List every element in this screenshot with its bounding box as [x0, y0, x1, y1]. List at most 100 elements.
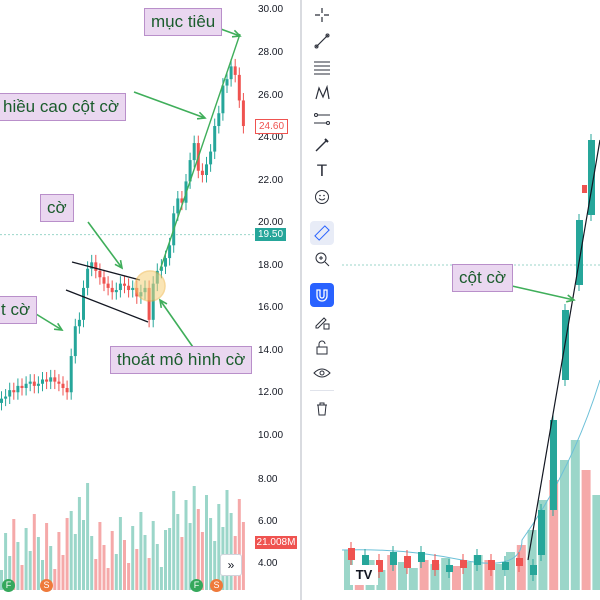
price-axis-label: 30.00 — [258, 4, 284, 15]
price-axis-label: 20.00 — [258, 217, 284, 228]
candle-body — [241, 100, 245, 127]
text-icon[interactable]: T — [316, 161, 328, 180]
volume-bar — [419, 560, 429, 590]
candle-body — [502, 562, 509, 570]
event-badge[interactable]: F — [190, 579, 203, 592]
volume-bar — [430, 564, 440, 590]
volume-bar — [184, 500, 188, 590]
volume-bar — [159, 567, 163, 590]
annotation-arrow-head — [231, 29, 242, 38]
volume-bar — [237, 499, 241, 590]
event-badge[interactable]: F — [2, 579, 15, 592]
candle-body — [16, 385, 20, 393]
candle-body — [77, 319, 81, 327]
volume-bar — [398, 562, 407, 590]
callout-pole-height[interactable]: hiều cao cột cờ — [0, 93, 127, 121]
callout-breakout[interactable]: thoát mô hình cờ — [110, 346, 253, 374]
right-chart-panel[interactable]: cột cờ — [342, 0, 600, 600]
pattern-icon[interactable] — [310, 81, 334, 105]
volume-bar — [127, 563, 131, 590]
candle-body — [237, 74, 241, 101]
candle-body — [404, 556, 411, 568]
price-axis-label: 4.00 — [258, 558, 278, 569]
candle-body — [102, 277, 106, 284]
candle-body — [73, 326, 77, 357]
candle-body — [538, 510, 545, 555]
annotation-arrow — [87, 221, 123, 269]
candle-body — [53, 377, 57, 382]
callout-flag[interactable]: cờ — [40, 194, 74, 222]
candle-body — [225, 79, 229, 86]
volume-bar — [462, 562, 472, 590]
volume-bar — [452, 566, 461, 590]
candle-body — [200, 170, 204, 176]
volume-bar — [570, 440, 580, 590]
left-chart-canvas[interactable] — [0, 0, 300, 600]
candle-body — [127, 285, 131, 291]
price-axis-label: 28.00 — [258, 47, 284, 58]
target-projection-line — [159, 33, 241, 271]
ruler-icon[interactable] — [310, 221, 334, 245]
left-chart-panel[interactable]: 30.00 28.00 26.00 24.00 22.00 20.00 18.0… — [0, 0, 300, 600]
candle-body — [123, 283, 126, 286]
event-badge[interactable]: S — [210, 579, 223, 592]
trash-icon[interactable] — [310, 397, 334, 421]
annotation-arrow-head — [114, 259, 124, 270]
candle-body — [576, 220, 583, 285]
volume-bar — [196, 509, 200, 590]
callout-flag-pole[interactable]: cột cờ — [452, 264, 514, 292]
volume-bar — [82, 520, 85, 590]
annotation-arrow — [35, 313, 63, 331]
emoji-icon[interactable] — [310, 185, 334, 209]
candle-body — [24, 383, 28, 389]
volume-bar — [118, 517, 122, 590]
candle-body — [550, 420, 557, 510]
annotation-arrow-head — [158, 298, 168, 309]
candle-body — [86, 268, 90, 288]
magnet-icon[interactable] — [310, 283, 334, 307]
candle-body — [49, 377, 53, 382]
volume-bar — [98, 522, 102, 590]
double-chevron-right-icon[interactable]: » — [220, 554, 242, 576]
volume-bar — [213, 541, 217, 590]
candle-body — [114, 290, 118, 293]
toolbar-separator — [310, 390, 334, 391]
candle-body — [390, 552, 397, 565]
candle-body — [8, 390, 12, 397]
prediction-icon[interactable] — [310, 107, 334, 131]
event-badge[interactable]: S — [40, 579, 53, 592]
zoom-in-icon[interactable] — [310, 247, 334, 271]
annotation-arrow-head — [53, 322, 64, 331]
callout-pole-partial[interactable]: t cờ — [0, 296, 38, 324]
lock-icon[interactable] — [310, 336, 334, 360]
candle-body — [205, 164, 208, 176]
volume-bar — [506, 552, 515, 590]
candle-body — [4, 396, 8, 399]
crosshair-icon[interactable] — [310, 3, 334, 27]
lock-edit-icon[interactable] — [310, 310, 334, 334]
panel-divider[interactable] — [300, 0, 302, 600]
volume-bar — [188, 523, 192, 590]
annotation-arrow-head — [566, 294, 576, 303]
candle-body — [582, 185, 587, 193]
candle-body — [168, 245, 172, 259]
callout-target[interactable]: mục tiêu — [144, 8, 223, 36]
volume-bar — [205, 495, 208, 590]
volume-bar — [164, 530, 167, 590]
candle-body — [460, 560, 467, 568]
candle-body — [12, 390, 16, 393]
volume-bar — [77, 497, 81, 590]
eye-icon[interactable] — [310, 361, 334, 385]
brush-icon[interactable] — [310, 133, 334, 157]
volume-bar — [131, 526, 135, 590]
candle-body — [233, 66, 237, 75]
trend-line-icon[interactable] — [310, 29, 334, 53]
candle-body — [151, 283, 155, 320]
candle-body — [57, 381, 61, 384]
volume-bar — [106, 568, 110, 590]
fib-icon[interactable] — [310, 55, 334, 79]
annotation-arrow — [511, 285, 575, 301]
right-chart-canvas[interactable] — [342, 0, 600, 600]
candle-body — [147, 287, 151, 320]
volume-bar — [20, 565, 24, 590]
